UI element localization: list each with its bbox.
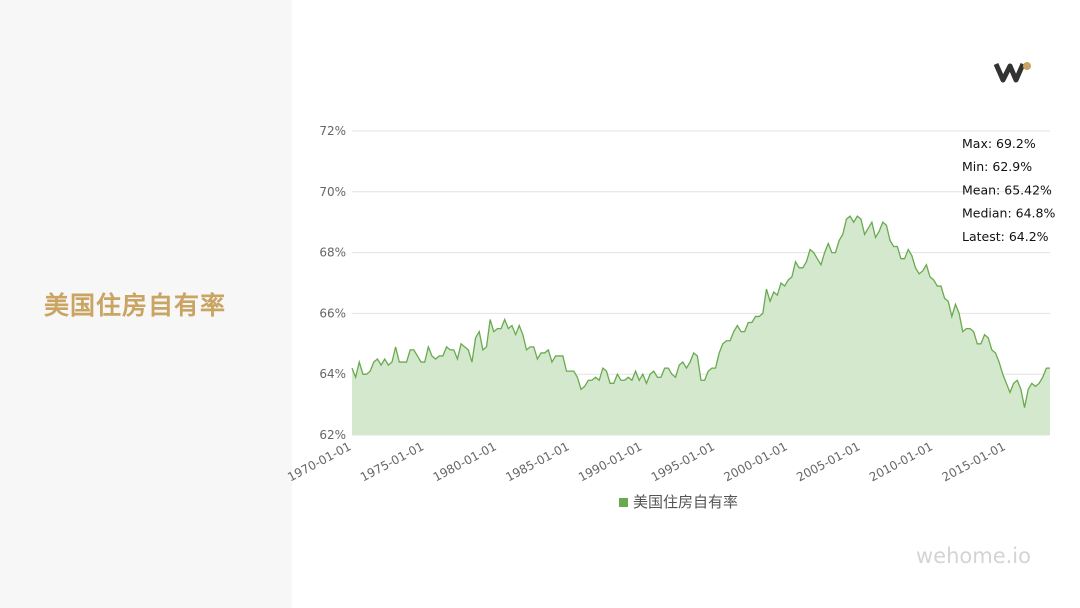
y-tick-label: 66% — [319, 306, 346, 320]
slide-title: 美国住房自有率 — [44, 291, 227, 320]
legend-swatch — [619, 498, 628, 507]
legend-label: 美国住房自有率 — [633, 493, 738, 511]
x-tick-label: 1980-01-01 — [431, 439, 499, 484]
brand: wehome.io — [916, 544, 1031, 568]
area — [352, 216, 1050, 435]
logo — [993, 62, 1031, 83]
x-tick-label: 1985-01-01 — [503, 439, 571, 484]
x-tick-label: 2005-01-01 — [794, 439, 862, 484]
side-panel — [0, 0, 292, 608]
x-tick-label: 2010-01-01 — [867, 439, 935, 484]
x-tick-label: 1995-01-01 — [649, 439, 717, 484]
logo-dot — [1023, 62, 1031, 70]
stat-annotation: Latest: 64.2% — [962, 229, 1049, 244]
y-tick-label: 64% — [319, 367, 346, 381]
y-tick-label: 72% — [319, 124, 346, 138]
line — [351, 215, 1050, 408]
x-tick-label: 1970-01-01 — [285, 439, 353, 484]
logo-mark — [993, 62, 1026, 83]
x-tick-label: 1990-01-01 — [576, 439, 644, 484]
stat-annotation: Min: 62.9% — [962, 159, 1032, 174]
stat-annotation: Mean: 65.42% — [962, 182, 1052, 197]
y-tick-label: 70% — [319, 185, 346, 199]
x-tick-label: 2015-01-01 — [940, 439, 1008, 484]
x-tick-label: 1975-01-01 — [358, 439, 426, 484]
x-tick-label: 2000-01-01 — [722, 439, 790, 484]
stat-annotation: Median: 64.8% — [962, 206, 1055, 221]
y-tick-label: 62% — [319, 428, 346, 442]
stat-annotation: Max: 69.2% — [962, 136, 1036, 151]
y-tick-label: 68% — [319, 246, 346, 260]
